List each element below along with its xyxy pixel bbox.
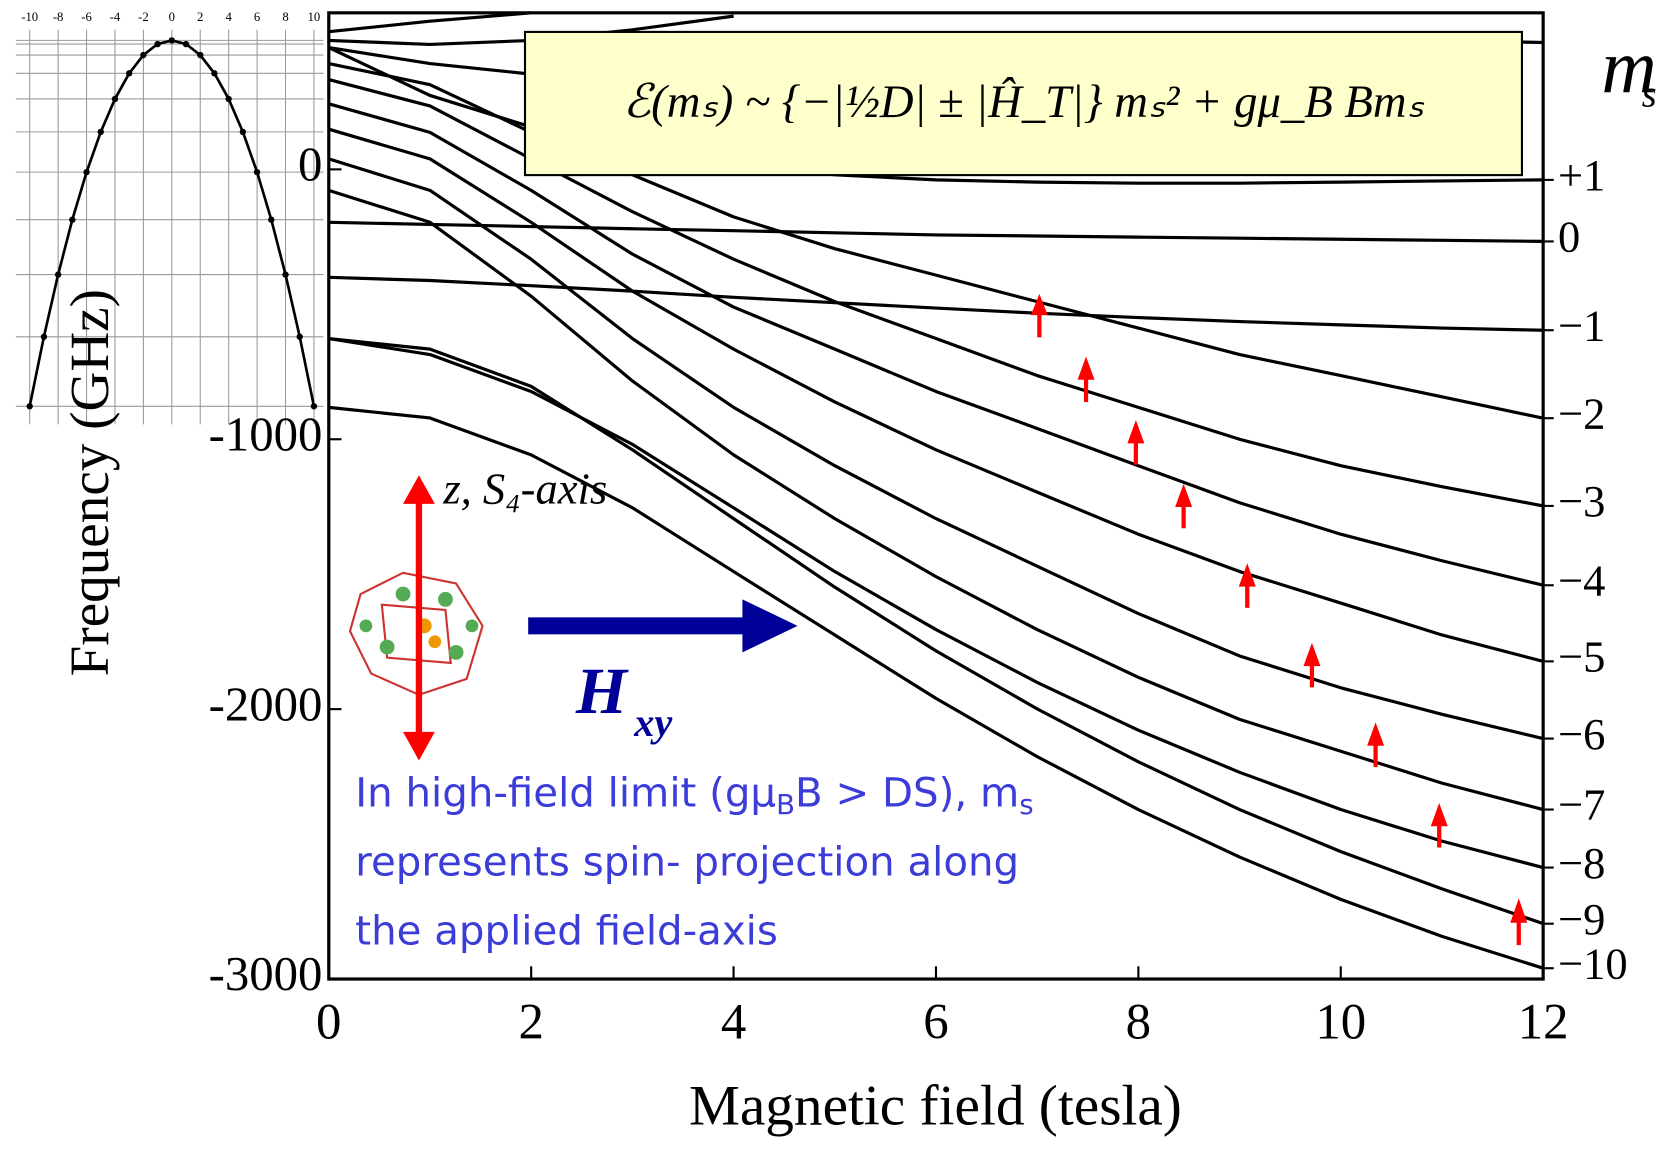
x-axis-title: Magnetic field (tesla) bbox=[689, 1075, 1182, 1138]
inset-x-tick-label: 0 bbox=[169, 10, 175, 24]
y2-title: m bbox=[1601, 24, 1656, 109]
axis-note: z, S₄-axis bbox=[442, 463, 607, 513]
point bbox=[111, 95, 119, 103]
y2-tick-label: 0 bbox=[1558, 212, 1580, 262]
level-line bbox=[328, 157, 1544, 741]
note-text: the applied field-axis bbox=[355, 907, 778, 954]
inset-x-tick-label: -4 bbox=[110, 10, 121, 24]
point bbox=[268, 216, 275, 223]
level-line bbox=[328, 405, 1544, 970]
equation: ℰ(mₛ) ~ {−|½D| ± |Ĥ_T|} mₛ² + gμ_B Bmₛ bbox=[623, 76, 1425, 128]
level-line bbox=[328, 336, 1544, 870]
y2-tick-label: −3 bbox=[1558, 476, 1605, 526]
point bbox=[225, 95, 232, 103]
note-text: In high-field limit (gμ bbox=[355, 770, 776, 817]
note-text: s bbox=[1019, 788, 1033, 821]
level-line bbox=[328, 220, 1544, 243]
field-label-sub: xy bbox=[633, 700, 672, 745]
y-tick-label: 0 bbox=[298, 138, 322, 192]
point bbox=[182, 40, 190, 48]
level-line bbox=[328, 188, 1544, 812]
main-plot: +1 0 −1 −2 −3 −4 −5 −6 −7 −8 −9−10 0 2 4 6 8 10 12 -3000 -2… bbox=[59, 11, 1628, 1138]
point bbox=[282, 271, 289, 278]
inset-x-tick-label: 6 bbox=[254, 10, 260, 24]
y-tick-label: -1000 bbox=[209, 407, 323, 461]
transition-arrows bbox=[1030, 293, 1528, 946]
y-tick-label: -2000 bbox=[209, 677, 323, 731]
y2-tick-label: +1 bbox=[1558, 150, 1605, 200]
field-label: H bbox=[575, 655, 629, 728]
x-tick-label: 0 bbox=[316, 994, 341, 1050]
point bbox=[69, 216, 76, 223]
y2-tick-label: −10 bbox=[1558, 938, 1628, 988]
y2-tick-label: −8 bbox=[1558, 838, 1605, 888]
point bbox=[211, 70, 218, 77]
inset-x-tick-label: -2 bbox=[138, 10, 149, 24]
note-line: the applied field-axis bbox=[355, 907, 778, 954]
point bbox=[26, 403, 33, 410]
point bbox=[97, 128, 104, 136]
molecule bbox=[348, 571, 484, 696]
equation-box bbox=[523, 30, 1524, 177]
note: In high-field limit (gμBB > DS), msrepre… bbox=[355, 770, 1033, 955]
point bbox=[140, 51, 147, 59]
y2-tick-label: −4 bbox=[1558, 555, 1605, 605]
y2-title-sub: s bbox=[1642, 73, 1657, 115]
point bbox=[253, 168, 261, 176]
x-tick-label: 4 bbox=[721, 994, 746, 1050]
inset-x-tick-label: -6 bbox=[81, 10, 92, 24]
y2-tick-label: −1 bbox=[1558, 300, 1605, 350]
x-tick-label: 2 bbox=[518, 994, 543, 1050]
y2-tick-label: −2 bbox=[1558, 388, 1605, 438]
point bbox=[83, 168, 90, 176]
x-tick-label: 12 bbox=[1518, 994, 1569, 1050]
y2-tick-label: −6 bbox=[1558, 709, 1605, 759]
note-line: In high-field limit (gμBB > DS), ms bbox=[355, 770, 1033, 822]
note-text: represents spin- projection along bbox=[355, 838, 1019, 885]
field-arrow bbox=[528, 599, 798, 653]
level-line bbox=[328, 11, 532, 34]
point bbox=[54, 271, 62, 278]
point bbox=[239, 128, 247, 136]
level-line bbox=[328, 275, 1544, 332]
note-text: B bbox=[776, 788, 795, 821]
point bbox=[310, 403, 318, 410]
inset-x-tick-label: 2 bbox=[197, 10, 203, 24]
point bbox=[125, 70, 133, 77]
level-line bbox=[328, 336, 1544, 926]
level-line bbox=[328, 127, 1544, 663]
y2-tick-label: −9 bbox=[1558, 894, 1605, 944]
inset-x-tick-label: 8 bbox=[282, 10, 288, 24]
inset-x-tick-label: 4 bbox=[225, 10, 232, 24]
note-line: represents spin- projection along bbox=[355, 838, 1019, 885]
inset-x-tick-label: 10 bbox=[308, 10, 321, 24]
y2-tick-label: −5 bbox=[1558, 632, 1605, 682]
point bbox=[40, 333, 48, 340]
y-tick-label: -3000 bbox=[209, 947, 323, 1001]
x-tick-label: 8 bbox=[1126, 994, 1151, 1050]
inset: -10 -8 -6 -4 -2 0 2 4 6 8 10 bbox=[15, 10, 324, 425]
x-tick-label: 6 bbox=[923, 994, 948, 1050]
z-axis-arrow bbox=[403, 475, 435, 761]
level-line bbox=[328, 102, 1544, 587]
point bbox=[296, 333, 303, 340]
y-axis-title: Frequency (GHz) bbox=[59, 289, 120, 676]
inset-x-tick-label: -10 bbox=[21, 10, 38, 24]
inset-x-tick-label: -8 bbox=[53, 10, 64, 24]
point bbox=[197, 51, 204, 59]
y2-tick-label: −7 bbox=[1558, 780, 1605, 830]
point bbox=[154, 40, 161, 48]
point bbox=[168, 37, 175, 44]
note-text: B > DS), m bbox=[795, 770, 1019, 817]
x-tick-label: 10 bbox=[1315, 994, 1366, 1050]
